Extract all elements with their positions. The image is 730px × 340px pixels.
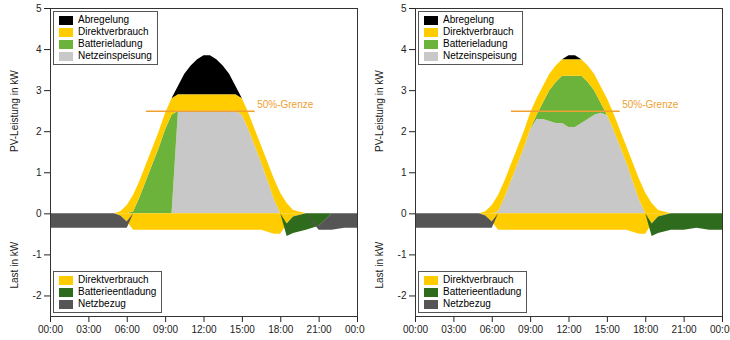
svg-text:-1: -1 bbox=[33, 249, 42, 260]
svg-text:PV-Leistung in kW: PV-Leistung in kW bbox=[374, 70, 385, 152]
svg-text:21:00: 21:00 bbox=[307, 324, 332, 335]
html-text:Netzbezug: Netzbezug bbox=[443, 298, 491, 309]
svg-text:18:00: 18:00 bbox=[633, 324, 658, 335]
svg-text:2: 2 bbox=[401, 126, 407, 137]
html-text:Netzeinspeisung: Netzeinspeisung bbox=[443, 50, 517, 61]
svg-text:5: 5 bbox=[36, 3, 42, 14]
svg-text:00:00: 00:00 bbox=[403, 324, 428, 335]
svg-text:03:00: 03:00 bbox=[76, 324, 101, 335]
html-text:Abregelung: Abregelung bbox=[443, 14, 495, 25]
svg-text:5: 5 bbox=[401, 3, 407, 14]
svg-text:0: 0 bbox=[401, 208, 407, 219]
svg-text:3: 3 bbox=[36, 85, 42, 96]
svg-text:50%-Grenze: 50%-Grenze bbox=[622, 99, 679, 110]
svg-text:06:00: 06:00 bbox=[480, 324, 505, 335]
svg-text:Last in kW: Last in kW bbox=[9, 241, 20, 288]
svg-text:09:00: 09:00 bbox=[153, 324, 178, 335]
svg-text:-2: -2 bbox=[33, 290, 42, 301]
html-text:Batterieentladung: Batterieentladung bbox=[443, 286, 522, 297]
svg-text:2: 2 bbox=[36, 126, 42, 137]
html-text:Direktverbrauch: Direktverbrauch bbox=[443, 274, 514, 285]
html-text:Direktverbrauch: Direktverbrauch bbox=[443, 26, 514, 37]
svg-text:00:00: 00:00 bbox=[710, 324, 730, 335]
svg-text:1: 1 bbox=[401, 167, 407, 178]
svg-text:0: 0 bbox=[36, 208, 42, 219]
html-text:Batterieentladung: Batterieentladung bbox=[78, 286, 157, 297]
html-text:Direktverbrauch: Direktverbrauch bbox=[78, 26, 149, 37]
svg-text:4: 4 bbox=[36, 44, 42, 55]
svg-text:3: 3 bbox=[401, 85, 407, 96]
svg-text:Last in kW: Last in kW bbox=[374, 241, 385, 288]
svg-text:-2: -2 bbox=[398, 290, 407, 301]
svg-text:03:00: 03:00 bbox=[441, 324, 466, 335]
svg-text:06:00: 06:00 bbox=[115, 324, 140, 335]
svg-text:12:00: 12:00 bbox=[556, 324, 581, 335]
html-text:Batterieladung: Batterieladung bbox=[78, 38, 143, 49]
svg-text:12:00: 12:00 bbox=[191, 324, 216, 335]
svg-text:50%-Grenze: 50%-Grenze bbox=[257, 99, 314, 110]
svg-text:00:00: 00:00 bbox=[38, 324, 63, 335]
html-text:Batterieladung: Batterieladung bbox=[443, 38, 508, 49]
svg-text:21:00: 21:00 bbox=[672, 324, 697, 335]
html-text:Netzeinspeisung: Netzeinspeisung bbox=[78, 50, 152, 61]
svg-text:-1: -1 bbox=[398, 249, 407, 260]
svg-text:09:00: 09:00 bbox=[518, 324, 543, 335]
svg-text:00:00: 00:00 bbox=[345, 324, 365, 335]
html-text:Netzbezug: Netzbezug bbox=[78, 298, 126, 309]
svg-text:1: 1 bbox=[36, 167, 42, 178]
svg-text:15:00: 15:00 bbox=[595, 324, 620, 335]
svg-text:15:00: 15:00 bbox=[230, 324, 255, 335]
svg-text:4: 4 bbox=[401, 44, 407, 55]
svg-text:PV-Leistung in kW: PV-Leistung in kW bbox=[9, 70, 20, 152]
svg-text:18:00: 18:00 bbox=[268, 324, 293, 335]
html-text:Direktverbrauch: Direktverbrauch bbox=[78, 274, 149, 285]
html-text:Abregelung: Abregelung bbox=[78, 14, 130, 25]
